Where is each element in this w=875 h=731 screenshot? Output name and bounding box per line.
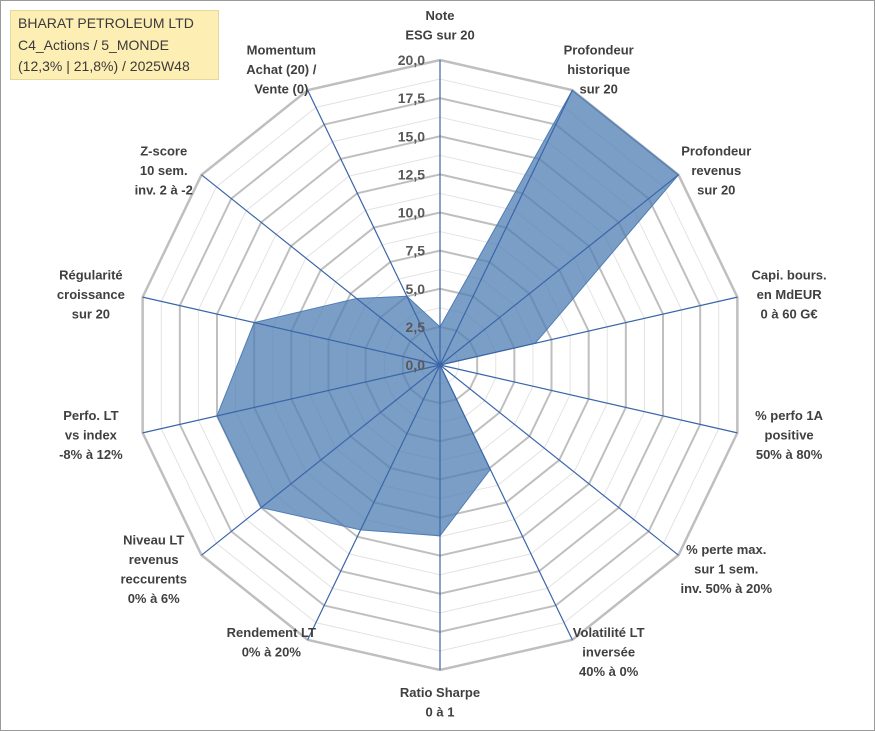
axis-label-line: 0 à 1: [426, 705, 455, 720]
axis-label-line: reccurents: [120, 571, 186, 586]
tick-label: 2,5: [406, 319, 426, 335]
axis-label-line: Volatilité LT: [573, 625, 645, 640]
axis-spoke: [439, 364, 679, 556]
axis-label: Profondeur historique sur 20: [564, 43, 634, 97]
tick-label: 10,0: [398, 205, 425, 221]
axis-label-line: historique: [567, 62, 630, 77]
axis-label: Rendement LT 0% à 20%: [227, 625, 316, 660]
axis-label-line: Vente (0): [254, 82, 308, 97]
axis-label-line: 0% à 20%: [242, 644, 302, 659]
axis-label-line: inv. 50% à 20%: [681, 581, 773, 596]
tick-label: 17,5: [398, 90, 425, 106]
axis-label-line: 50% à 80%: [756, 447, 823, 462]
axis-spoke: [307, 89, 441, 366]
axis-spoke: [201, 364, 441, 556]
axis-label-line: positive: [765, 427, 814, 442]
axis-spoke: [201, 174, 441, 366]
axis-spoke: [439, 364, 573, 641]
axis-label-line: 0 à 60 G€: [761, 307, 818, 322]
tick-label: 5,0: [406, 281, 426, 297]
axis-label: Niveau LT revenus reccurents 0% à 6%: [120, 532, 186, 606]
tick-label: 15,0: [398, 128, 425, 144]
axis-label: Momentum Achat (20) / Vente (0): [246, 43, 316, 97]
axis-spoke: [142, 364, 441, 434]
title-company: BHARAT PETROLEUM LTD: [18, 15, 194, 31]
axis-label-line: Capi. bours.: [752, 268, 827, 283]
axis-label-line: sur 20: [72, 307, 110, 322]
axis-label-line: -8% à 12%: [59, 447, 123, 462]
series-area: [216, 89, 680, 537]
axis-spoke: [307, 364, 441, 641]
tick-label: 7,5: [406, 243, 426, 259]
axis-spoke: [439, 89, 573, 366]
axis-label-line: ESG sur 20: [405, 28, 474, 43]
tick-labels: 0,0 2,5 5,0 7,5 10,0 12,5 15,0 17,5 20,0: [398, 52, 425, 373]
axis-label-line: croissance: [57, 287, 125, 302]
axis-label-line: inversée: [582, 644, 635, 659]
axis-spoke: [142, 296, 441, 366]
axis-label-line: Profondeur: [564, 43, 634, 58]
axis-label: % perfo 1A positive 50% à 80%: [755, 408, 824, 462]
axis-spoke: [439, 364, 738, 434]
axis-label: Z-score 10 sem. inv. 2 à -2: [135, 143, 193, 197]
title-stats: (12,3% | 21,8%) / 2025W48: [18, 58, 190, 74]
axis-label-line: Ratio Sharpe: [400, 685, 480, 700]
axis-label-line: Z-score: [140, 143, 187, 158]
axis-label-line: 0% à 6%: [128, 591, 180, 606]
axis-label-line: 40% à 0%: [579, 664, 639, 679]
axis-label-line: revenus: [691, 163, 741, 178]
axis-label-line: Profondeur: [681, 143, 751, 158]
axis-label: Ratio Sharpe 0 à 1: [400, 685, 480, 720]
axis-label-line: Rendement LT: [227, 625, 316, 640]
axis-label-line: Niveau LT: [123, 532, 184, 547]
axis-label-line: sur 20: [580, 82, 618, 97]
tick-label: 0,0: [406, 357, 426, 373]
axis-label-line: Perfo. LT: [63, 408, 118, 423]
axis-label: Volatilité LT inversée 40% à 0%: [573, 625, 645, 679]
axis-label-line: Achat (20) /: [246, 62, 316, 77]
axis-label-line: 10 sem.: [140, 163, 188, 178]
axis-label: Régularité croissance sur 20: [57, 268, 125, 322]
axis-label-line: sur 20: [697, 182, 735, 197]
tick-label: 20,0: [398, 52, 425, 68]
axis-spoke: [439, 174, 679, 366]
axis-label-line: Régularité: [59, 268, 123, 283]
data-series: [216, 89, 680, 537]
axis-label-line: sur 1 sem.: [694, 562, 758, 577]
axis-spokes: [142, 60, 738, 670]
tick-label: 12,5: [398, 166, 425, 182]
axis-label-line: % perfo 1A: [755, 408, 824, 423]
axis-label-line: Note: [426, 8, 455, 23]
axis-spoke: [439, 296, 738, 366]
axis-label: % perte max. sur 1 sem. inv. 50% à 20%: [681, 542, 773, 596]
axis-label-line: Momentum: [247, 43, 316, 58]
axis-label: Capi. bours. en MdEUR 0 à 60 G€: [752, 268, 827, 322]
axis-labels: Note ESG sur 20 Profondeur historique sur 20…: [57, 8, 827, 720]
axis-label-line: inv. 2 à -2: [135, 182, 193, 197]
axis-label-line: revenus: [129, 552, 179, 567]
axis-label: Profondeur revenus sur 20: [681, 143, 751, 197]
title-category: C4_Actions / 5_MONDE: [18, 37, 169, 53]
axis-label: Note ESG sur 20: [405, 8, 474, 43]
title-box: BHARAT PETROLEUM LTD C4_Actions / 5_MOND…: [10, 10, 219, 80]
axis-label-line: % perte max.: [686, 542, 766, 557]
axis-label-line: en MdEUR: [757, 287, 823, 302]
axis-label-line: vs index: [65, 427, 118, 442]
axis-label: Perfo. LT vs index -8% à 12%: [59, 408, 123, 462]
